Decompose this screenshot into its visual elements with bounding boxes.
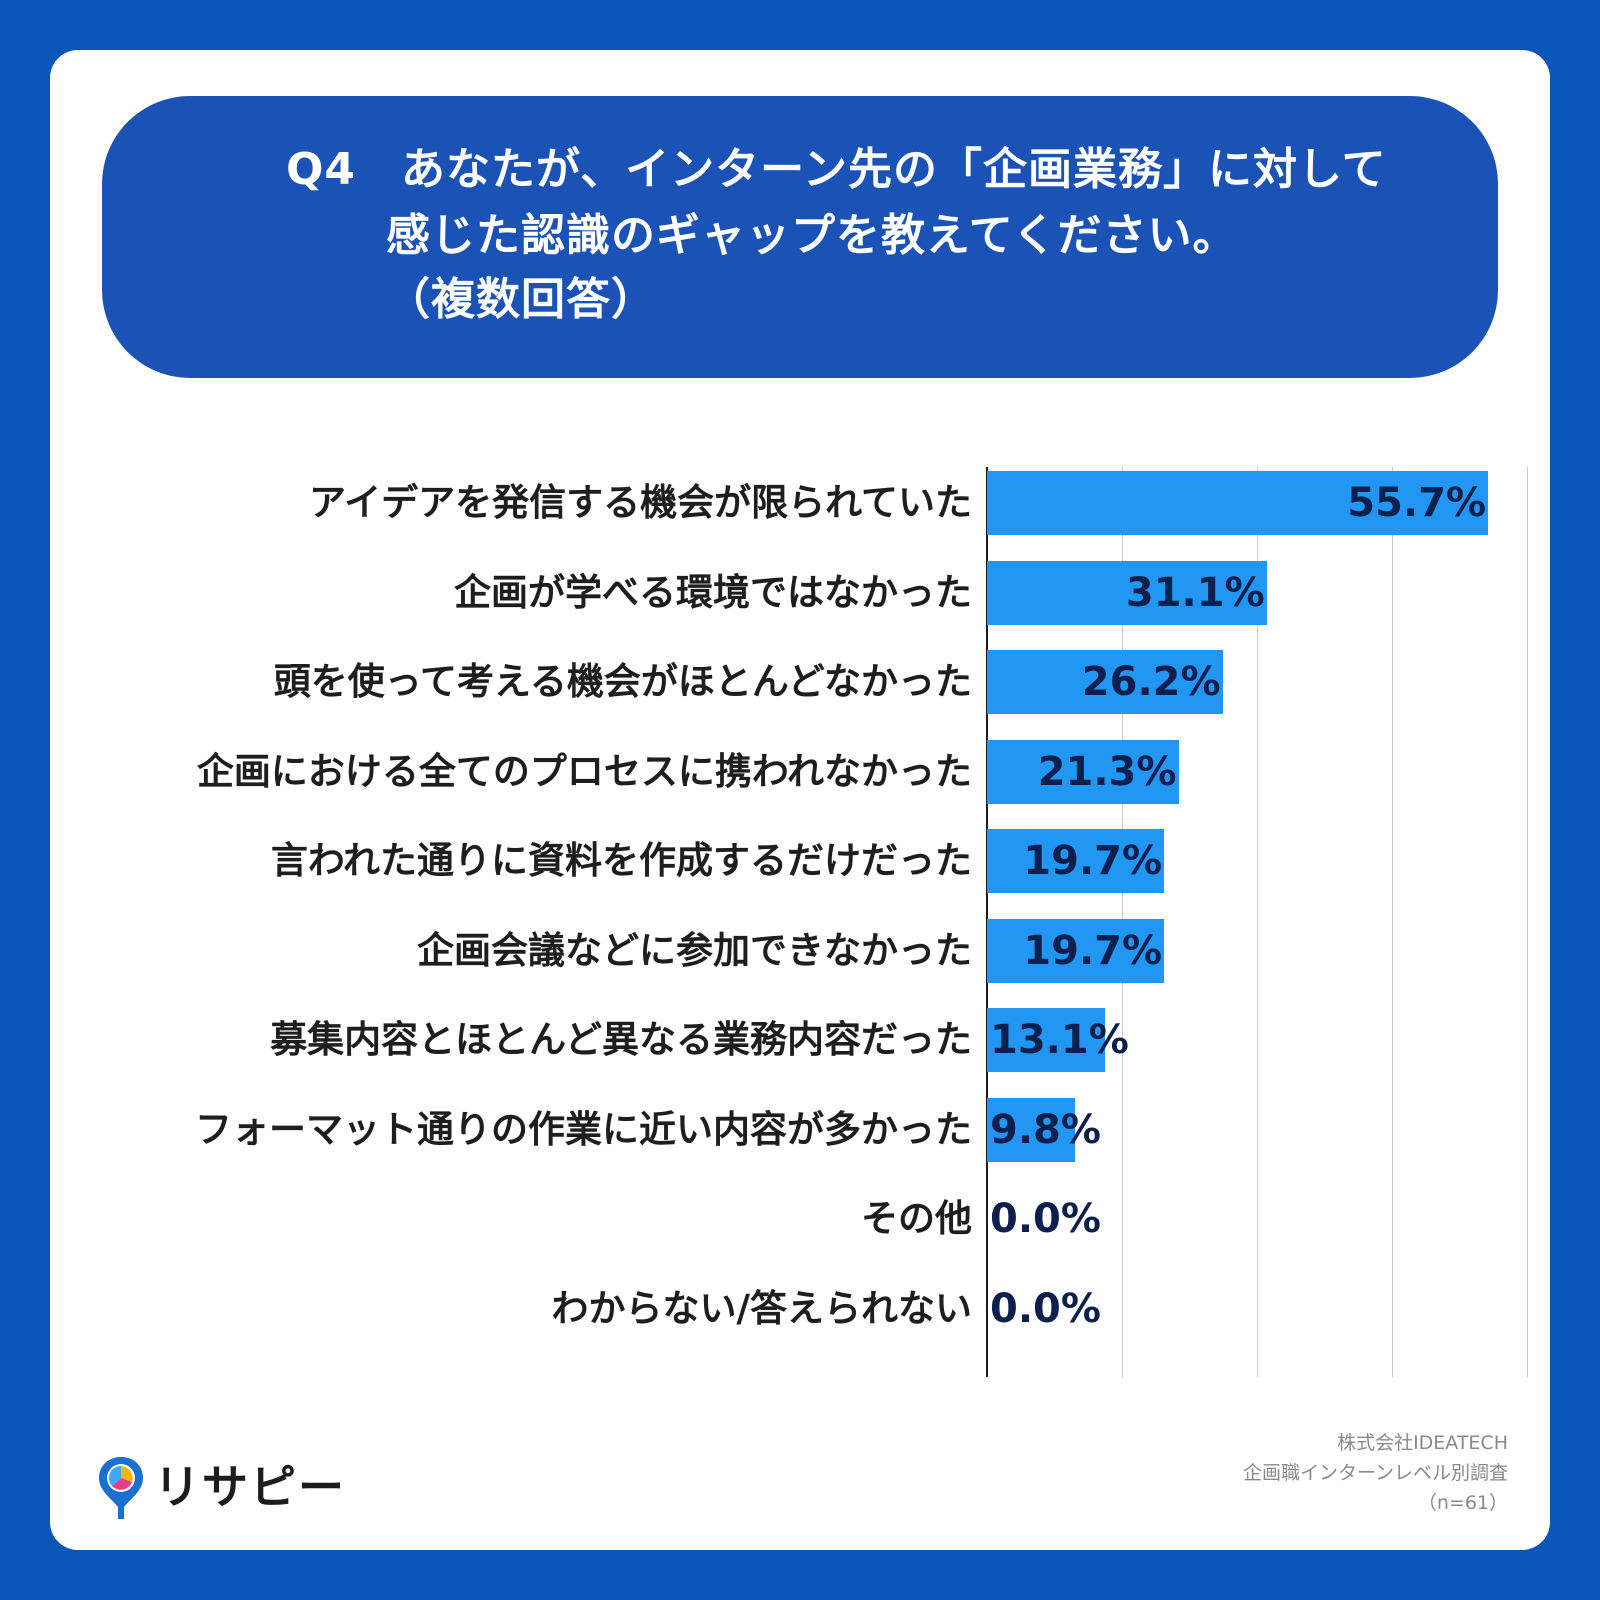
category-label: アイデアを発信する機会が限られていた (308, 481, 972, 524)
source-survey: 企画職インターンレベル別調査 (1242, 1462, 1508, 1484)
logo-text: リサピー (154, 1460, 346, 1514)
category-label: 頭を使って考える機会がほとんどなかった (273, 660, 972, 703)
bar (987, 1008, 1105, 1072)
source-sample-size: （n=61） (1417, 1492, 1508, 1514)
value-label: 55.7% (1347, 480, 1487, 526)
bar (987, 650, 1223, 714)
brand-logo: リサピー (96, 1455, 344, 1525)
source-company: 株式会社IDEATECH (1337, 1432, 1508, 1454)
value-label: 19.7% (1023, 927, 1163, 974)
bar (987, 1097, 1076, 1162)
title-line-3: （複数回答） (386, 274, 656, 325)
category-label: フォーマット通りの作業に近い内容が多かった (195, 1107, 972, 1151)
value-label: 0.0% (990, 1196, 1101, 1242)
value-label: 9.8% (990, 1106, 1101, 1153)
bar-chart: アイデアを発信する機会が限られていた 55.7% 企画が学べる環境ではなかった 31.… (50, 50, 1550, 1550)
category-label: 企画が学べる環境ではなかった (454, 570, 972, 614)
value-label: 26.2% (1081, 659, 1221, 705)
category-label: 募集内容とほとんど異なる業務内容だった (270, 1018, 972, 1061)
bar (987, 739, 1179, 804)
bar (987, 471, 1489, 535)
value-label: 0.0% (990, 1285, 1101, 1332)
bar (987, 918, 1165, 983)
gridline (1527, 467, 1528, 1377)
category-label: わからない/答えられない (551, 1286, 972, 1330)
value-label: 13.1% (990, 1017, 1129, 1063)
category-label: 言われた通りに資料を作成するだけだった (270, 839, 972, 882)
category-label: その他 (861, 1197, 972, 1240)
source-note: 株式会社IDEATECH 企画職インターンレベル別調査 （n=61） (1243, 1428, 1508, 1518)
gridline (1392, 467, 1393, 1377)
value-label: 21.3% (1037, 748, 1177, 795)
value-label: 31.1% (1125, 569, 1265, 616)
gridline (1257, 467, 1258, 1377)
title-line-2: 感じた認識のギャップを教えてください。 (386, 210, 1238, 261)
value-label: 19.7% (1023, 838, 1163, 884)
bar (987, 829, 1165, 893)
pin-logo-icon (99, 1457, 143, 1519)
title-line-1: Q4 あなたが、インターン先の「企画業務」に対して (286, 144, 1387, 195)
title-banner: Q4 あなたが、インターン先の「企画業務」に対して 感じた認識のギャップを教えて… (102, 96, 1498, 378)
bar (987, 560, 1267, 625)
category-label: 企画における全てのプロセスに携われなかった (196, 749, 972, 793)
category-label: 企画会議などに参加できなかった (417, 928, 972, 972)
card: Q4 あなたが、インターン先の「企画業務」に対して 感じた認識のギャップを教えて… (50, 50, 1550, 1550)
